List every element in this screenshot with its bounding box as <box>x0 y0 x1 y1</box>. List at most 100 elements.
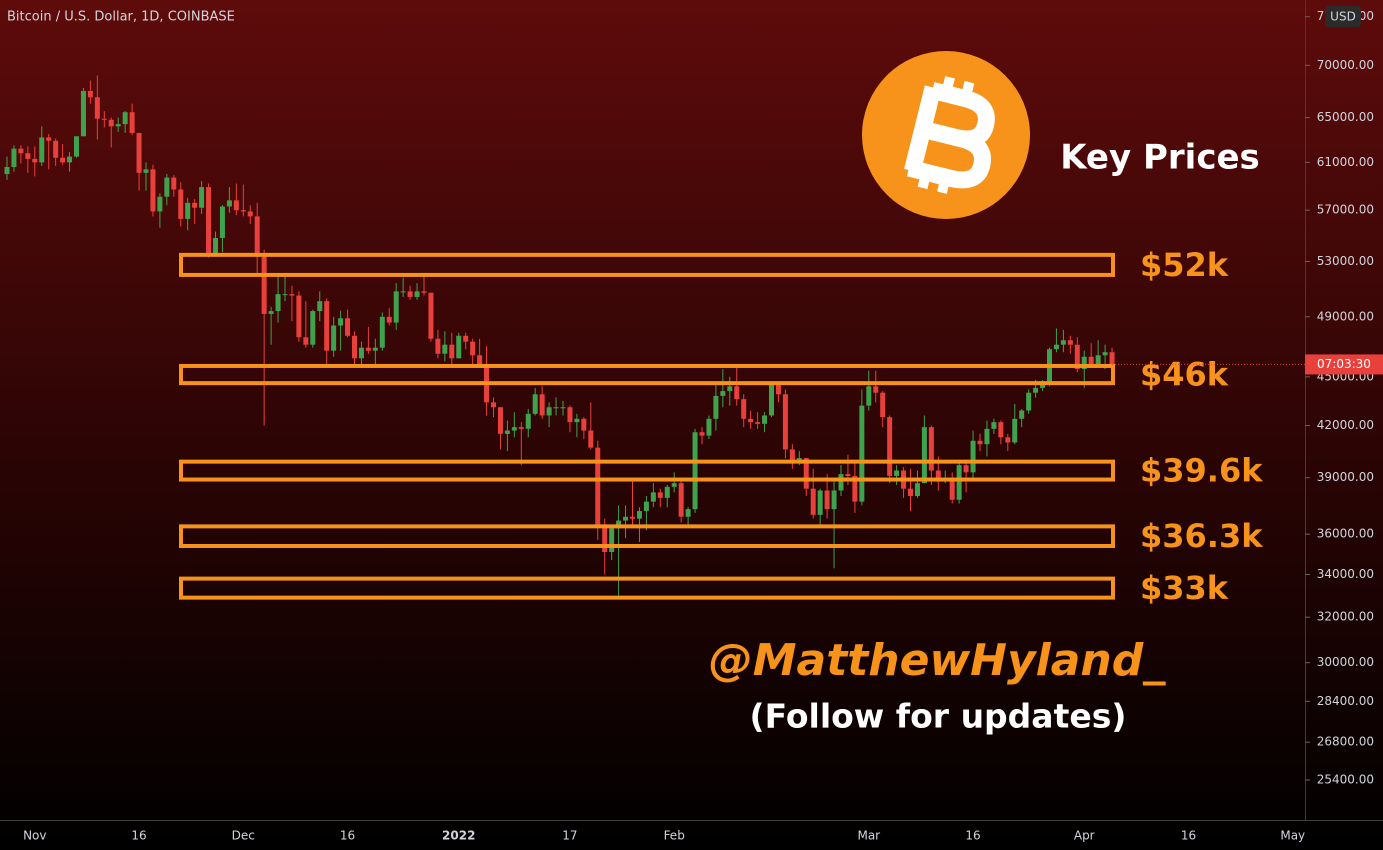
candle-body <box>497 407 503 434</box>
candle-body <box>921 427 927 484</box>
candle-body <box>741 399 747 419</box>
candle-body <box>755 422 761 424</box>
candle-body <box>456 335 462 359</box>
candle-body <box>143 169 149 173</box>
candle-body <box>866 386 872 406</box>
candle-body <box>226 200 232 207</box>
y-tick-label: 61000.00 <box>1317 155 1374 169</box>
y-tick-label: 49000.00 <box>1317 309 1374 323</box>
handle: @MatthewHyland_ <box>709 635 1166 686</box>
bitcoin-logo <box>862 51 1030 219</box>
candle-body <box>400 291 406 293</box>
x-tick-label: 16 <box>965 829 980 843</box>
candle-body <box>796 458 802 460</box>
candle-body <box>949 479 955 500</box>
zone-label: $46k <box>1140 356 1229 394</box>
candle-body <box>643 501 649 512</box>
x-tick-label: 17 <box>562 829 577 843</box>
candle-body <box>268 311 274 314</box>
candle-body <box>178 189 184 219</box>
candle-body <box>734 386 740 400</box>
candle-body <box>407 291 413 297</box>
candle-body <box>46 137 52 141</box>
candle-body <box>393 291 399 323</box>
candle-body <box>546 407 552 416</box>
candle-body <box>991 422 997 429</box>
candle-body <box>150 169 156 212</box>
x-tick-label: Nov <box>23 829 46 843</box>
y-tick-label: 25400.00 <box>1317 773 1374 787</box>
candle-body <box>53 140 59 158</box>
candle-body <box>296 295 302 338</box>
candle-body <box>491 402 496 408</box>
plot: 75000.0070000.0065000.0061000.0057000.00… <box>4 9 1374 843</box>
candle-body <box>789 449 795 460</box>
x-tick-label: 16 <box>131 829 146 843</box>
candle-body <box>574 418 580 423</box>
candle-body <box>1053 344 1059 350</box>
candle-body <box>324 301 330 351</box>
candle-body <box>470 341 476 356</box>
candle-body <box>463 335 469 342</box>
candle-body <box>358 347 364 359</box>
candle-body <box>845 474 851 476</box>
candle-body <box>581 418 587 431</box>
y-tick-label: 57000.00 <box>1317 203 1374 217</box>
price-zone <box>179 524 1115 549</box>
candle-body <box>233 200 239 211</box>
y-tick-label: 32000.00 <box>1317 610 1374 624</box>
candle-body <box>317 301 323 312</box>
candle-body <box>588 430 594 448</box>
candle-body <box>185 202 191 219</box>
candle-body <box>60 157 66 163</box>
candle-body <box>775 383 781 395</box>
x-tick-label: 16 <box>340 829 355 843</box>
candle-body <box>4 167 10 175</box>
x-tick-label: Apr <box>1074 829 1095 843</box>
overlay: $52k $46k $39.6k $36.3k $33k 07:03:30 USD <box>179 6 1383 607</box>
zone-label: $33k <box>1140 569 1229 607</box>
price-zone <box>179 363 1115 386</box>
candle-body <box>769 383 774 416</box>
headline: Key Prices <box>1060 138 1260 178</box>
candle-body <box>810 488 816 515</box>
candle-body <box>1026 392 1032 411</box>
candle-body <box>11 148 17 168</box>
candle-body <box>984 428 990 445</box>
candle-body <box>567 407 573 423</box>
candle-body <box>477 355 483 365</box>
candle-body <box>908 488 913 497</box>
candle-body <box>511 427 517 431</box>
candle-body <box>887 417 893 476</box>
candle-body <box>32 158 38 163</box>
candle-body <box>963 465 969 473</box>
candle-body <box>171 177 177 190</box>
candle-body <box>352 335 357 359</box>
candle-body <box>623 516 629 521</box>
candle-body <box>553 407 559 409</box>
candle-body <box>254 216 260 254</box>
x-tick-label: Mar <box>857 829 880 843</box>
candle-body <box>706 418 712 436</box>
candle-body <box>970 440 976 473</box>
candle-body <box>18 148 24 154</box>
candle-body <box>39 137 45 163</box>
y-tick-label: 42000.00 <box>1317 418 1374 432</box>
candle-body <box>595 447 601 525</box>
candle-body <box>386 316 392 323</box>
candle-body <box>435 338 441 354</box>
candle-body <box>525 413 531 429</box>
candle-body <box>1109 352 1115 365</box>
candle-body <box>1012 418 1018 443</box>
candle-body <box>928 427 934 471</box>
candle-body <box>873 386 879 393</box>
y-tick-label: 26800.00 <box>1317 735 1374 749</box>
zone-label: $39.6k <box>1140 452 1263 490</box>
candle-body <box>67 156 73 163</box>
candle-body <box>838 474 844 491</box>
candle-body <box>657 492 663 498</box>
candle-body <box>379 316 385 348</box>
candle-body <box>442 344 448 354</box>
candle-body <box>164 177 170 197</box>
